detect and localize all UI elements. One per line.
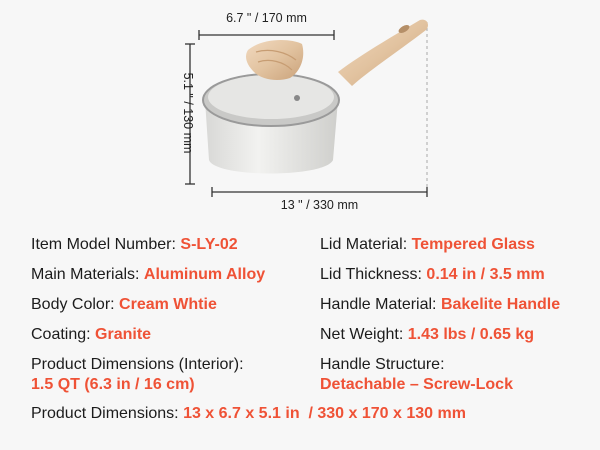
- spec-body-color: Body Color: Cream Whtie: [31, 296, 217, 313]
- product-image: [185, 19, 428, 197]
- spec-coating: Coating: Granite: [31, 326, 152, 343]
- spec-lid-material: Lid Material: Tempered Glass: [320, 236, 535, 253]
- height-dimension-label: 5.1 " / 130 mm: [181, 72, 195, 154]
- width-dimension-label: 6.7 " / 170 mm: [226, 11, 307, 25]
- spec-main-materials: Main Materials: Aluminum Alloy: [31, 266, 266, 283]
- dimension-lines: [185, 30, 428, 197]
- spec-handle-structure: Handle Structure: Detachable – Screw-Lock: [320, 356, 513, 393]
- spec-product-dimensions: Product Dimensions: 13 x 6.7 x 5.1 in / …: [31, 405, 466, 422]
- length-dimension-label: 13 " / 330 mm: [280, 198, 359, 212]
- spec-interior-dimensions: Product Dimensions (Interior): 1.5 QT (6.…: [31, 356, 244, 393]
- spec-handle-material: Handle Material: Bakelite Handle: [320, 296, 561, 313]
- glass-lid: [208, 75, 334, 119]
- handle: [338, 19, 428, 87]
- spec-net-weight: Net Weight: 1.43 lbs / 0.65 kg: [320, 326, 535, 343]
- spec-model-number: Item Model Number: S-LY-02: [31, 236, 238, 253]
- lid-knob: [246, 40, 304, 80]
- spec-lid-thickness: Lid Thickness: 0.14 in / 3.5 mm: [320, 266, 545, 283]
